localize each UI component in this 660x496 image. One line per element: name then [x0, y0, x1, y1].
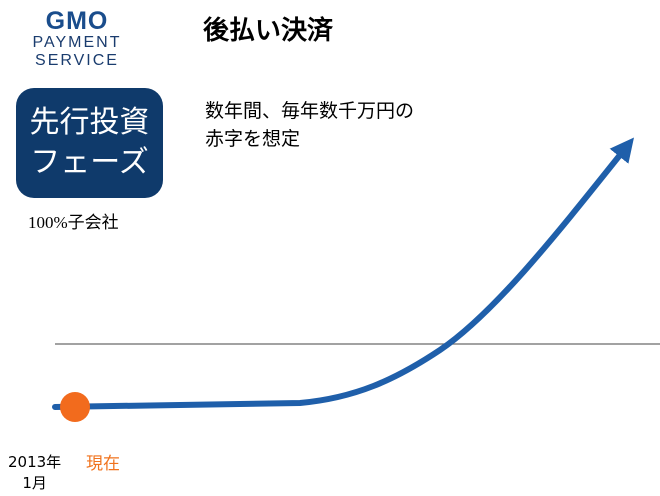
- phase-badge-line1: 先行投資: [29, 105, 150, 140]
- logo-brand: GMO: [45, 7, 109, 35]
- deficit-note-line1: 数年間、毎年数千万円の: [205, 100, 415, 122]
- deficit-note: 数年間、毎年数千万円の 赤字を想定: [205, 97, 414, 153]
- start-date-line1: 2013年: [8, 453, 62, 471]
- start-date-label: 2013年 1月: [8, 452, 61, 494]
- logo-line-payment: PAYMENT: [32, 34, 122, 51]
- phase-badge-line2: フェーズ: [30, 145, 149, 180]
- start-date-line2: 1月: [22, 474, 47, 492]
- current-position-marker: [60, 392, 90, 422]
- phase-badge: 先行投資 フェーズ: [16, 88, 163, 198]
- slide-title: 後払い決済: [203, 16, 334, 46]
- growth-curve-arrow: [52, 137, 634, 410]
- company-logo: GMO PAYMENT SERVICE: [22, 8, 132, 70]
- deficit-note-line2: 赤字を想定: [205, 128, 301, 150]
- subsidiary-label: 100%子会社: [28, 213, 119, 232]
- now-label: 現在: [86, 454, 120, 474]
- logo-line-service: SERVICE: [35, 52, 119, 69]
